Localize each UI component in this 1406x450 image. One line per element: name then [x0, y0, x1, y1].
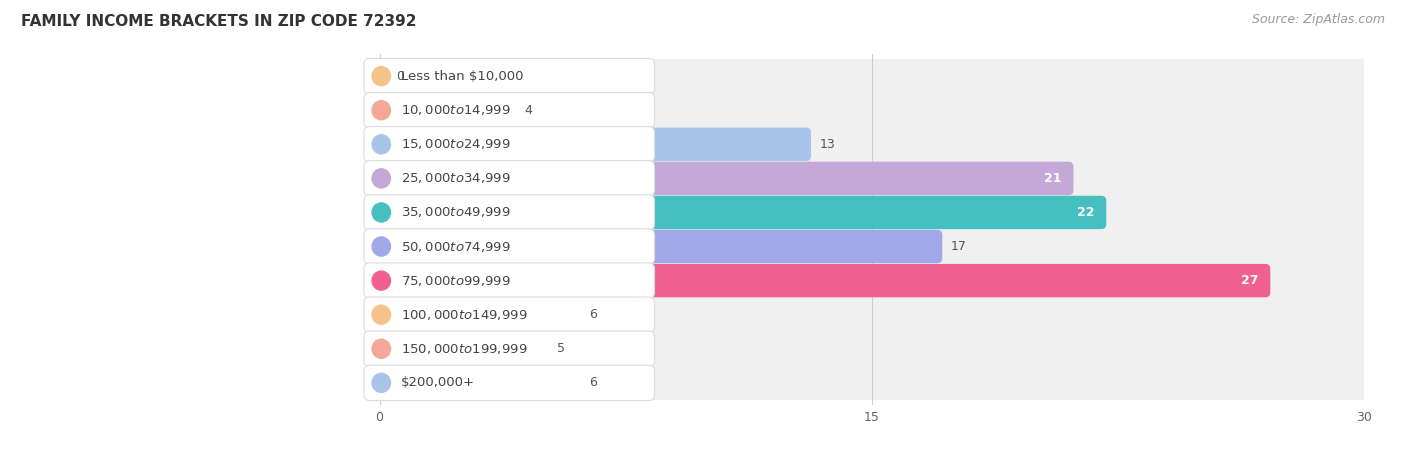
- FancyBboxPatch shape: [374, 298, 582, 331]
- Circle shape: [373, 374, 391, 392]
- Text: 21: 21: [1045, 172, 1062, 185]
- FancyBboxPatch shape: [364, 365, 655, 400]
- Circle shape: [373, 135, 391, 154]
- FancyBboxPatch shape: [374, 230, 942, 263]
- FancyBboxPatch shape: [364, 263, 655, 298]
- Bar: [380, 195, 1364, 230]
- Bar: [380, 264, 1364, 297]
- FancyBboxPatch shape: [364, 58, 655, 94]
- Text: $200,000+: $200,000+: [401, 376, 475, 389]
- Text: 27: 27: [1241, 274, 1258, 287]
- Bar: [380, 366, 1364, 400]
- Bar: [380, 297, 1364, 332]
- Bar: [380, 162, 1364, 195]
- FancyBboxPatch shape: [364, 161, 655, 196]
- FancyBboxPatch shape: [364, 126, 655, 162]
- FancyBboxPatch shape: [364, 297, 655, 333]
- FancyBboxPatch shape: [374, 332, 548, 365]
- Text: 17: 17: [950, 240, 966, 253]
- Text: 5: 5: [557, 342, 565, 355]
- Text: $15,000 to $24,999: $15,000 to $24,999: [401, 137, 510, 151]
- Text: 6: 6: [589, 308, 598, 321]
- FancyBboxPatch shape: [374, 366, 582, 400]
- Bar: [380, 230, 1364, 264]
- Circle shape: [373, 169, 391, 188]
- Text: 0: 0: [396, 70, 404, 83]
- Text: $75,000 to $99,999: $75,000 to $99,999: [401, 274, 510, 288]
- FancyBboxPatch shape: [374, 264, 1271, 297]
- Text: FAMILY INCOME BRACKETS IN ZIP CODE 72392: FAMILY INCOME BRACKETS IN ZIP CODE 72392: [21, 14, 416, 28]
- Text: $10,000 to $14,999: $10,000 to $14,999: [401, 103, 510, 117]
- Bar: [380, 332, 1364, 366]
- Text: 13: 13: [820, 138, 835, 151]
- Circle shape: [373, 305, 391, 324]
- Text: 22: 22: [1077, 206, 1095, 219]
- FancyBboxPatch shape: [364, 331, 655, 366]
- FancyBboxPatch shape: [364, 229, 655, 264]
- FancyBboxPatch shape: [374, 94, 516, 127]
- Bar: [380, 93, 1364, 127]
- Circle shape: [373, 271, 391, 290]
- Circle shape: [373, 203, 391, 222]
- Text: $25,000 to $34,999: $25,000 to $34,999: [401, 171, 510, 185]
- Bar: [380, 59, 1364, 93]
- Text: $50,000 to $74,999: $50,000 to $74,999: [401, 239, 510, 253]
- Text: 6: 6: [589, 376, 598, 389]
- Text: $150,000 to $199,999: $150,000 to $199,999: [401, 342, 527, 356]
- Bar: [380, 127, 1364, 162]
- FancyBboxPatch shape: [364, 93, 655, 128]
- Text: Less than $10,000: Less than $10,000: [401, 70, 523, 83]
- FancyBboxPatch shape: [374, 162, 1074, 195]
- FancyBboxPatch shape: [374, 196, 1107, 229]
- Text: 4: 4: [524, 104, 531, 117]
- Text: $100,000 to $149,999: $100,000 to $149,999: [401, 308, 527, 322]
- Circle shape: [373, 67, 391, 86]
- FancyBboxPatch shape: [374, 128, 811, 161]
- Circle shape: [373, 237, 391, 256]
- FancyBboxPatch shape: [364, 195, 655, 230]
- Circle shape: [373, 339, 391, 358]
- Circle shape: [373, 101, 391, 120]
- Text: $35,000 to $49,999: $35,000 to $49,999: [401, 206, 510, 220]
- Text: Source: ZipAtlas.com: Source: ZipAtlas.com: [1251, 14, 1385, 27]
